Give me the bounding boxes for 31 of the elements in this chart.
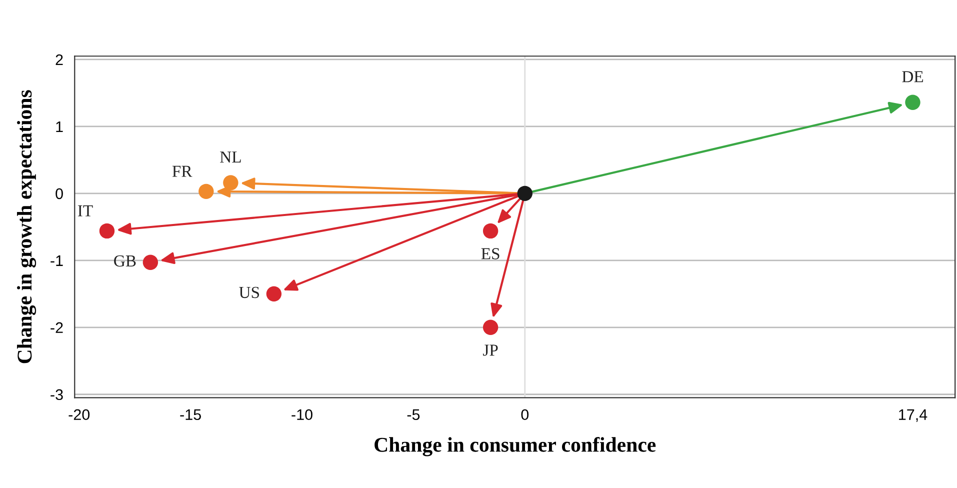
x-axis-title: Change in consumer confidence bbox=[374, 436, 656, 456]
point bbox=[99, 223, 115, 239]
y-tick-label: -2 bbox=[50, 322, 63, 333]
annotation: NL bbox=[220, 152, 241, 162]
point bbox=[198, 184, 214, 200]
annotation: ES bbox=[481, 248, 500, 260]
annotation: GB bbox=[114, 255, 136, 267]
x-tick-label: -10 bbox=[292, 409, 312, 420]
x-tick-label: -5 bbox=[407, 409, 420, 420]
y-tick-label: -3 bbox=[50, 389, 63, 400]
x-tick-label: 17,4 bbox=[899, 409, 928, 422]
y-tick-label: 2 bbox=[56, 54, 63, 66]
point bbox=[482, 223, 498, 239]
y-axis-title: Change in growth expectations bbox=[17, 90, 36, 364]
annotation: US bbox=[239, 286, 259, 298]
point bbox=[517, 186, 533, 202]
y-tick-label: 1 bbox=[56, 121, 63, 132]
point bbox=[266, 286, 282, 302]
y-tick-label: -1 bbox=[50, 255, 63, 266]
point bbox=[905, 94, 920, 110]
annotation: FR bbox=[172, 166, 192, 177]
y-tick-label: 0 bbox=[56, 188, 63, 200]
x-tick-label: -15 bbox=[180, 409, 201, 420]
x-tick-label: 0 bbox=[521, 409, 529, 420]
annotation: JP bbox=[483, 344, 498, 356]
x-tick-label: -20 bbox=[68, 409, 90, 420]
point bbox=[223, 175, 238, 190]
annotation: IT bbox=[78, 205, 93, 216]
annotation: DE bbox=[902, 71, 924, 82]
point bbox=[142, 254, 158, 270]
point bbox=[482, 320, 498, 335]
